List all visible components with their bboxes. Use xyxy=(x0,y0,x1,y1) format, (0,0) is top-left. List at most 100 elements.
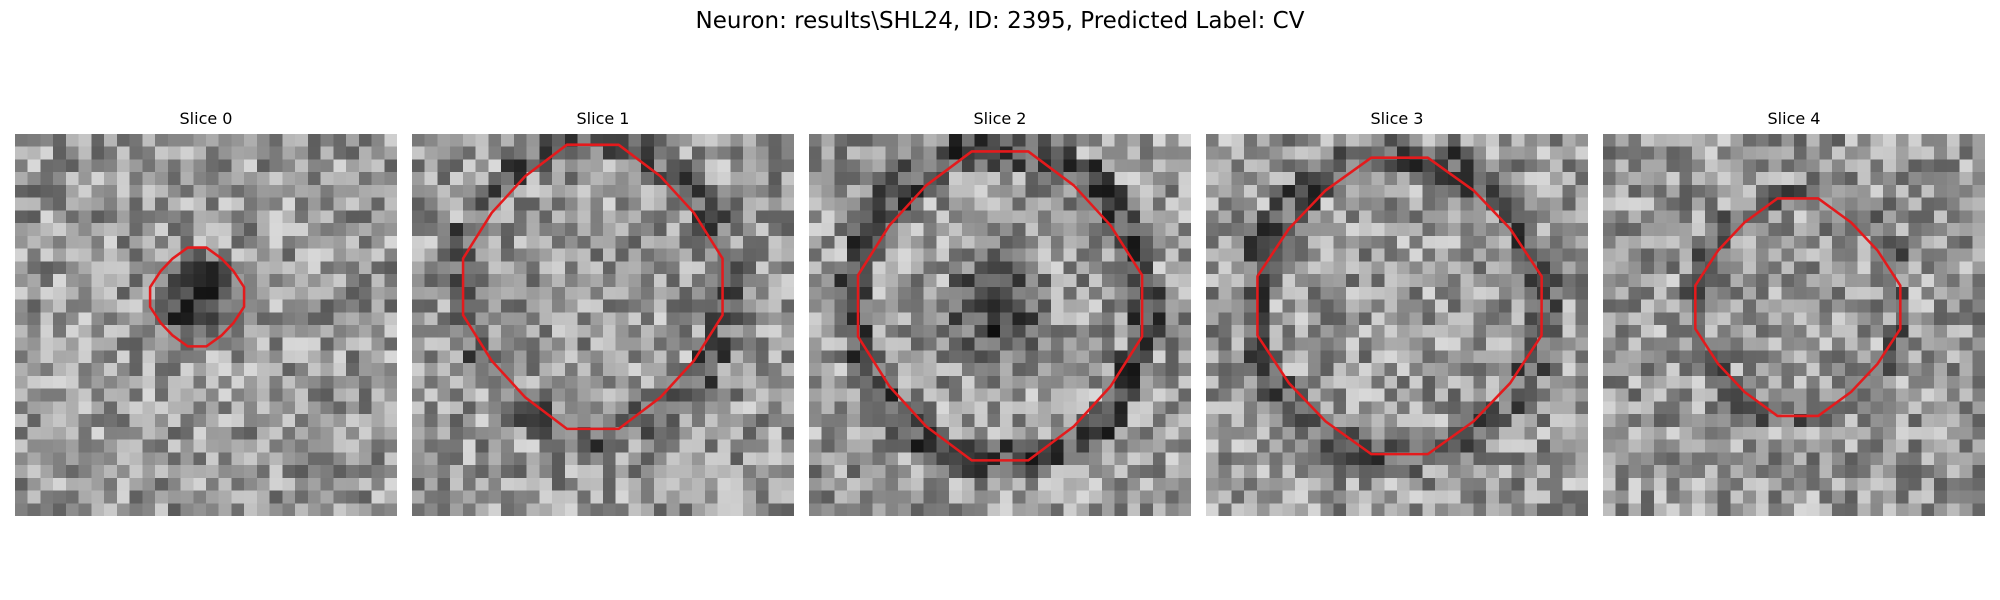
pixel xyxy=(384,350,397,364)
pixel xyxy=(78,312,92,326)
pixel xyxy=(1063,248,1077,262)
pixel xyxy=(1603,350,1616,364)
pixel xyxy=(539,439,553,453)
pixel xyxy=(1244,350,1258,364)
pixel xyxy=(577,159,591,173)
pixel xyxy=(1870,223,1884,237)
pixel xyxy=(1397,248,1410,262)
pixel xyxy=(384,312,397,326)
pixel xyxy=(142,210,156,224)
pixel xyxy=(1076,375,1090,389)
pixel xyxy=(53,286,67,300)
pixel xyxy=(1730,286,1744,300)
pixel xyxy=(910,465,924,479)
pixel xyxy=(1755,325,1769,338)
pixel xyxy=(424,286,438,300)
pixel xyxy=(730,197,744,211)
pixel xyxy=(1256,388,1270,402)
pixel xyxy=(834,426,848,440)
pixel xyxy=(129,312,143,326)
pixel xyxy=(1921,325,1935,338)
pixel xyxy=(513,274,527,288)
pixel xyxy=(1704,172,1718,186)
pixel xyxy=(1641,426,1655,440)
pixel xyxy=(501,477,515,491)
pixel xyxy=(974,235,988,249)
pixel xyxy=(1575,223,1588,237)
pixel xyxy=(513,299,527,313)
pixel xyxy=(1384,223,1398,237)
pixel xyxy=(1895,159,1909,173)
pixel xyxy=(1562,159,1576,173)
pixel xyxy=(1537,146,1551,160)
pixel xyxy=(1114,401,1128,415)
pixel xyxy=(1768,223,1782,237)
pixel xyxy=(1320,261,1334,275)
pixel xyxy=(1333,388,1347,402)
pixel xyxy=(755,414,769,428)
pixel xyxy=(142,325,156,338)
pixel xyxy=(104,388,118,402)
pixel xyxy=(1781,477,1795,491)
pixel xyxy=(1165,452,1179,466)
pixel xyxy=(244,299,258,313)
pixel xyxy=(104,261,118,275)
pixel xyxy=(193,172,207,186)
pixel xyxy=(577,325,591,338)
pixel xyxy=(1256,363,1270,377)
pixel xyxy=(346,490,360,504)
contour-outline xyxy=(148,246,246,348)
pixel xyxy=(1844,134,1858,147)
pixel xyxy=(155,363,169,377)
pixel xyxy=(1218,375,1232,389)
pixel xyxy=(384,261,397,275)
pixel xyxy=(628,414,642,428)
pixel xyxy=(1549,401,1563,415)
pixel xyxy=(282,261,296,275)
pixel xyxy=(1537,363,1551,377)
pixel xyxy=(462,375,476,389)
pixel xyxy=(1333,235,1347,249)
pixel xyxy=(1486,350,1500,364)
pixel xyxy=(781,197,794,211)
pixel xyxy=(1101,363,1115,377)
pixel xyxy=(1371,350,1385,364)
pixel xyxy=(526,465,540,479)
pixel xyxy=(1537,286,1551,300)
pixel xyxy=(1768,503,1782,516)
pixel xyxy=(1333,401,1347,415)
pixel xyxy=(577,388,591,402)
pixel xyxy=(1730,452,1744,466)
pixel xyxy=(1307,299,1321,313)
pixel xyxy=(1409,401,1423,415)
pixel xyxy=(142,439,156,453)
pixel xyxy=(1244,299,1258,313)
pixel xyxy=(1908,134,1922,147)
pixel xyxy=(1524,414,1538,428)
pixel xyxy=(1320,477,1334,491)
pixel xyxy=(307,363,321,377)
pixel xyxy=(949,452,963,466)
pixel xyxy=(333,337,347,351)
pixel xyxy=(295,134,309,147)
pixel xyxy=(781,210,794,224)
pixel xyxy=(1921,210,1935,224)
pixel xyxy=(1256,197,1270,211)
pixel xyxy=(1768,286,1782,300)
pixel xyxy=(885,261,899,275)
pixel xyxy=(692,439,706,453)
pixel xyxy=(1781,426,1795,440)
pixel xyxy=(781,223,794,237)
pixel xyxy=(282,235,296,249)
pixel xyxy=(1946,223,1960,237)
pixel xyxy=(1498,286,1512,300)
pixel xyxy=(1549,172,1563,186)
pixel xyxy=(1921,134,1935,147)
pixel xyxy=(40,337,54,351)
pixel xyxy=(346,375,360,389)
pixel xyxy=(615,286,629,300)
pixel xyxy=(1832,159,1846,173)
pixel xyxy=(821,388,835,402)
pixel xyxy=(206,477,219,491)
pixel xyxy=(513,159,527,173)
